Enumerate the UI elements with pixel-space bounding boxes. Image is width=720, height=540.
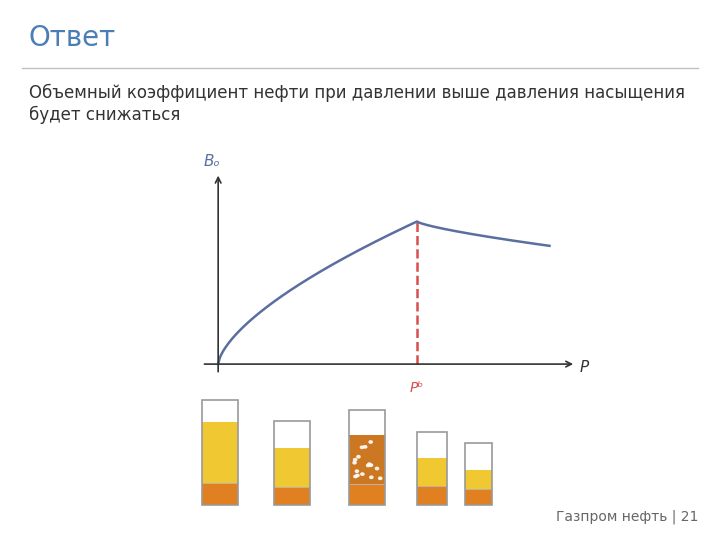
Bar <box>202 483 238 505</box>
Circle shape <box>368 463 371 465</box>
Bar <box>417 486 447 505</box>
Text: P: P <box>580 360 588 375</box>
Bar <box>349 484 385 505</box>
Bar <box>202 400 238 505</box>
Text: Bₒ: Bₒ <box>203 154 220 170</box>
Bar <box>202 400 238 505</box>
Circle shape <box>354 458 356 461</box>
Text: будет снижаться: будет снижаться <box>29 105 180 124</box>
Circle shape <box>356 474 359 477</box>
Bar <box>349 435 385 484</box>
Bar <box>274 487 310 505</box>
Bar <box>274 421 310 505</box>
Circle shape <box>353 462 356 464</box>
Bar <box>417 432 447 505</box>
Text: Объемный коэффициент нефти при давлении выше давления насыщения: Объемный коэффициент нефти при давлении … <box>29 84 685 102</box>
Circle shape <box>364 446 366 448</box>
Bar <box>274 448 310 487</box>
Bar <box>274 421 310 505</box>
Text: Ответ: Ответ <box>29 24 116 52</box>
Bar <box>465 443 492 505</box>
Circle shape <box>379 477 382 480</box>
Circle shape <box>360 446 364 449</box>
Bar <box>465 443 492 505</box>
Text: Газпром нефть | 21: Газпром нефть | 21 <box>556 509 698 524</box>
Bar <box>465 470 492 489</box>
Bar <box>349 410 385 505</box>
Circle shape <box>357 456 360 458</box>
Circle shape <box>369 476 373 478</box>
Circle shape <box>355 470 359 472</box>
Bar <box>465 489 492 505</box>
Circle shape <box>375 467 379 470</box>
Circle shape <box>354 475 357 478</box>
Text: Pᵇ: Pᵇ <box>410 381 424 395</box>
Circle shape <box>361 473 364 475</box>
Bar <box>417 432 447 505</box>
Circle shape <box>369 441 372 443</box>
Circle shape <box>366 464 370 467</box>
Bar <box>349 410 385 505</box>
Bar <box>417 458 447 486</box>
Bar <box>202 422 238 483</box>
Circle shape <box>369 464 373 467</box>
